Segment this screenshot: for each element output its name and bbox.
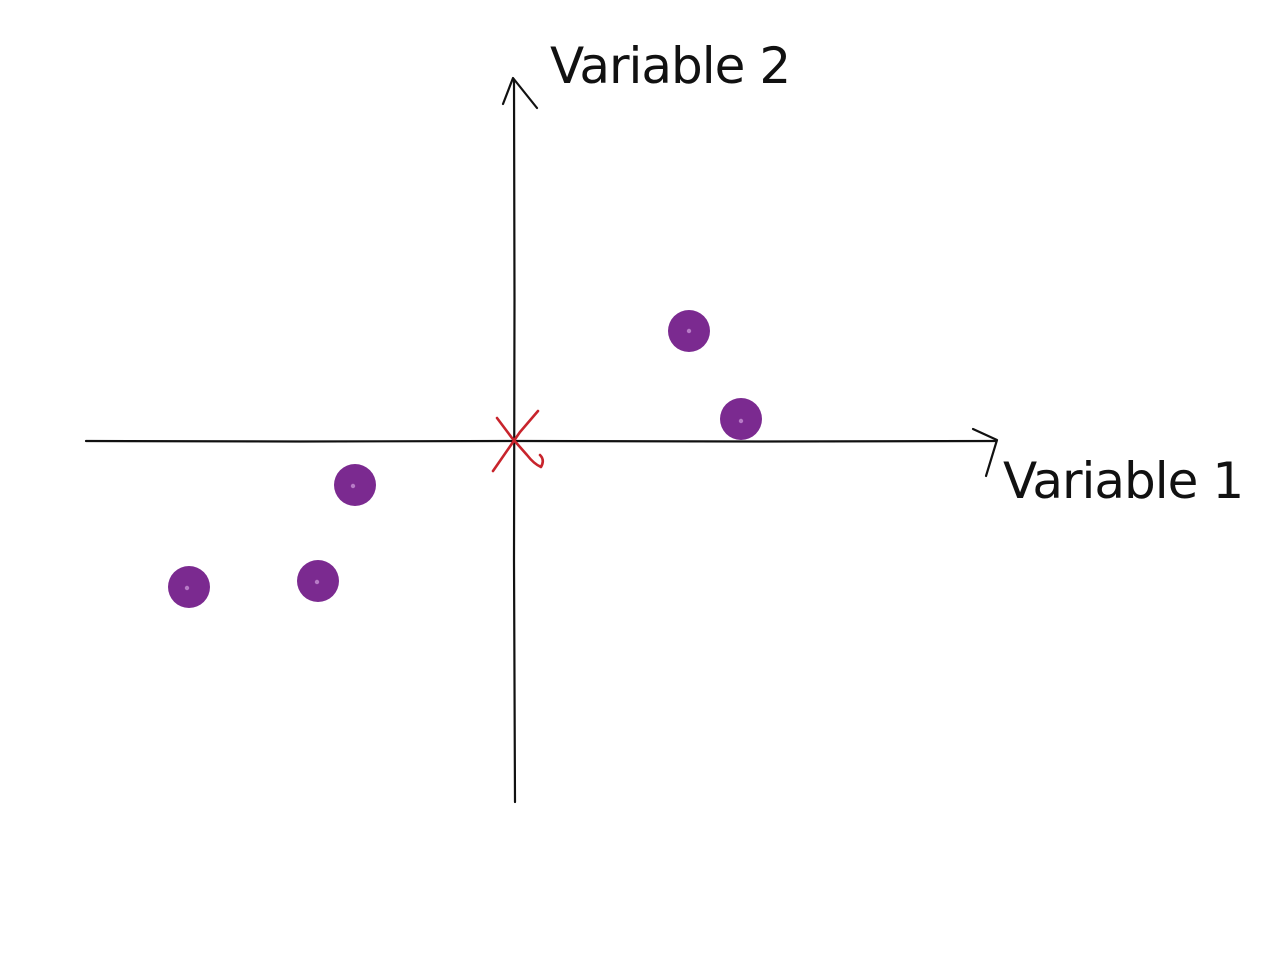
y-axis-line	[512, 78, 517, 804]
data-point	[297, 560, 339, 602]
data-point	[168, 566, 210, 608]
origin-x-mark-icon	[491, 409, 545, 473]
y-axis-arrowhead	[501, 76, 539, 110]
data-point	[334, 464, 376, 506]
y-axis-label: Variable 2	[550, 37, 790, 95]
x-axis-line	[84, 439, 998, 443]
x-axis-arrowhead	[971, 427, 999, 478]
data-point	[720, 398, 762, 440]
x-axis-label: Variable 1	[1003, 452, 1243, 510]
data-point	[668, 310, 710, 352]
